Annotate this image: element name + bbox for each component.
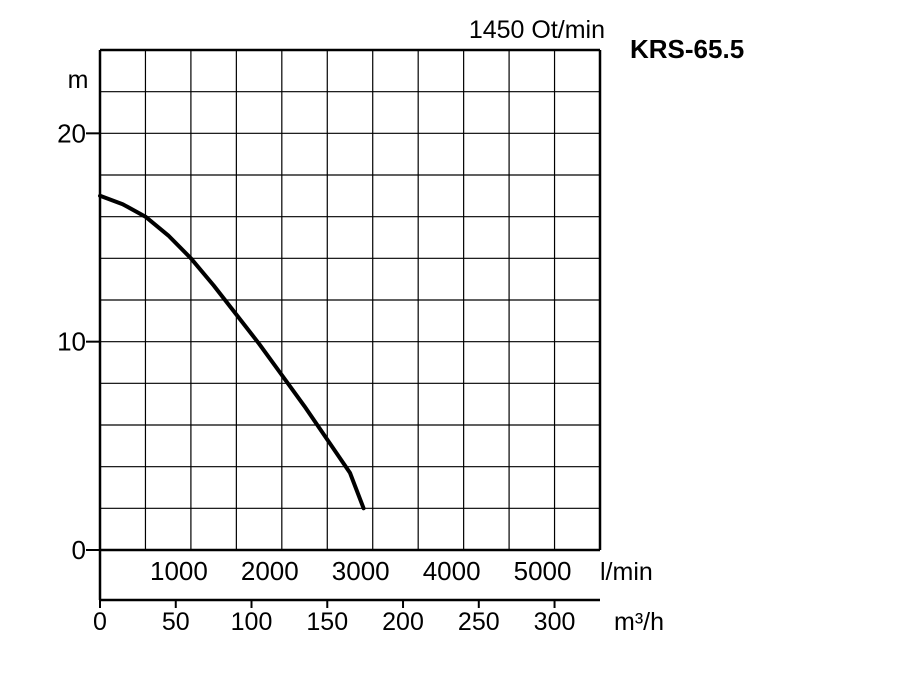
x-lmin-ticks: 1000 2000 3000 4000 5000 [150,556,571,586]
curve [98,193,366,511]
x-lmin-tick-label: 5000 [514,556,572,586]
x-lmin-unit: l/min [600,558,653,586]
x-m3h-tick-label: 300 [534,608,576,636]
x-lmin-tick-label: 2000 [241,556,299,586]
frame [98,48,602,602]
x-m3h-tick-label: 250 [458,608,500,636]
x-m3h-tick-label: 200 [382,608,424,636]
chart-title: KRS-65.5 [630,34,744,64]
x-m3h-tick-label: 150 [306,608,348,636]
chart-subtitle: 1450 Ot/min [469,16,605,44]
x-m3h-tick-label: 50 [162,608,190,636]
pump-curve-line [98,193,366,511]
x-m3h-tick-label: 0 [93,608,107,636]
x-m3h-ticks: 0 50 100 150 200 250 300 [93,600,575,636]
x-m3h-unit: m³/h [614,608,664,636]
x-lmin-tick-label: 3000 [332,556,390,586]
y-tick-label: 0 [72,535,86,565]
y-ticks: 0 10 20 [57,118,100,565]
y-tick-label: 10 [57,327,86,357]
grid [100,50,600,550]
x-lmin-tick-label: 4000 [423,556,481,586]
x-lmin-tick-label: 1000 [150,556,208,586]
y-tick-label: 20 [57,118,86,148]
x-m3h-tick-label: 100 [231,608,273,636]
y-axis-label: m [68,66,89,94]
